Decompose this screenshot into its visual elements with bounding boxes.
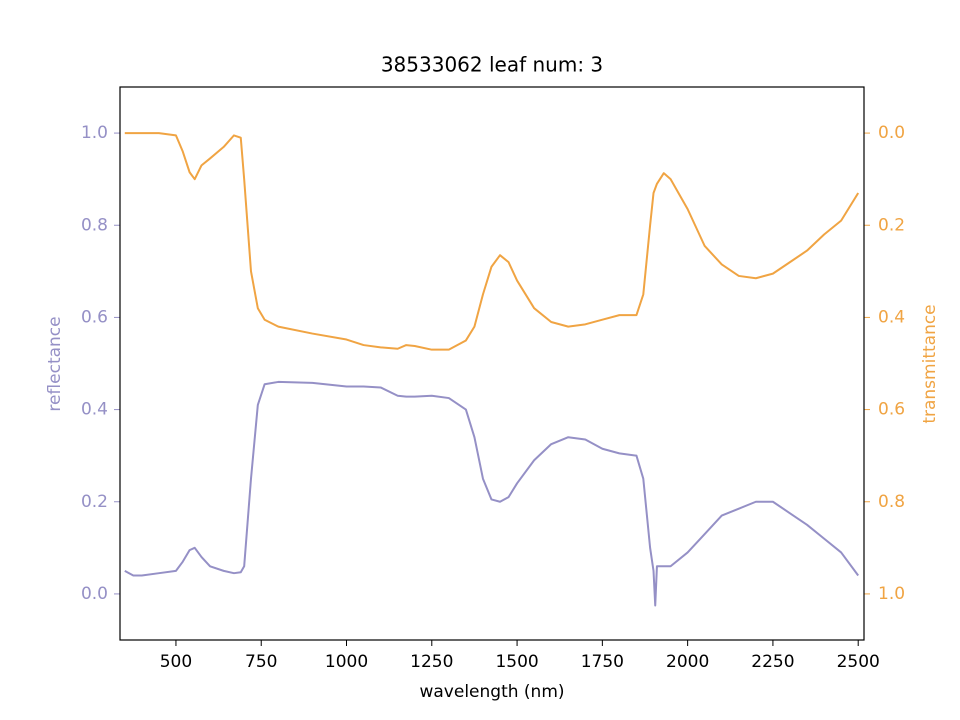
x-tick-label: 1750: [581, 652, 624, 672]
x-tick-label: 750: [245, 652, 277, 672]
y2-axis-label: transmittance: [920, 304, 940, 423]
y2-tick-label: 0.0: [878, 123, 905, 143]
chart-title: 38533062 leaf num: 3: [381, 53, 603, 77]
y-tick-label: 0.2: [81, 492, 108, 512]
data-line: [124, 132, 860, 351]
plot-frame: [119, 86, 865, 641]
y-tick-label: 0.4: [81, 400, 108, 420]
y-tick-label: 0.8: [81, 215, 108, 235]
x-tick-label: 2000: [666, 652, 709, 672]
y2-tick-label: 0.6: [878, 400, 905, 420]
y-tick-label: 0.0: [81, 584, 108, 604]
y-tick-label: 0.6: [81, 307, 108, 327]
y-axis-label: reflectance: [45, 316, 65, 411]
x-tick-label: 2250: [751, 652, 794, 672]
y-tick-label: 1.0: [81, 123, 108, 143]
x-tick-label: 500: [160, 652, 192, 672]
y2-tick-label: 0.2: [878, 215, 905, 235]
y2-tick-label: 0.4: [878, 307, 905, 327]
x-tick-label: 1000: [325, 652, 368, 672]
x-tick-label: 1500: [495, 652, 538, 672]
y2-tick-label: 0.8: [878, 492, 905, 512]
y2-tick-label: 1.0: [878, 584, 905, 604]
x-tick-label: 1250: [410, 652, 453, 672]
x-tick-label: 2500: [837, 652, 880, 672]
data-line: [124, 380, 860, 607]
x-axis-label: wavelength (nm): [419, 682, 564, 702]
